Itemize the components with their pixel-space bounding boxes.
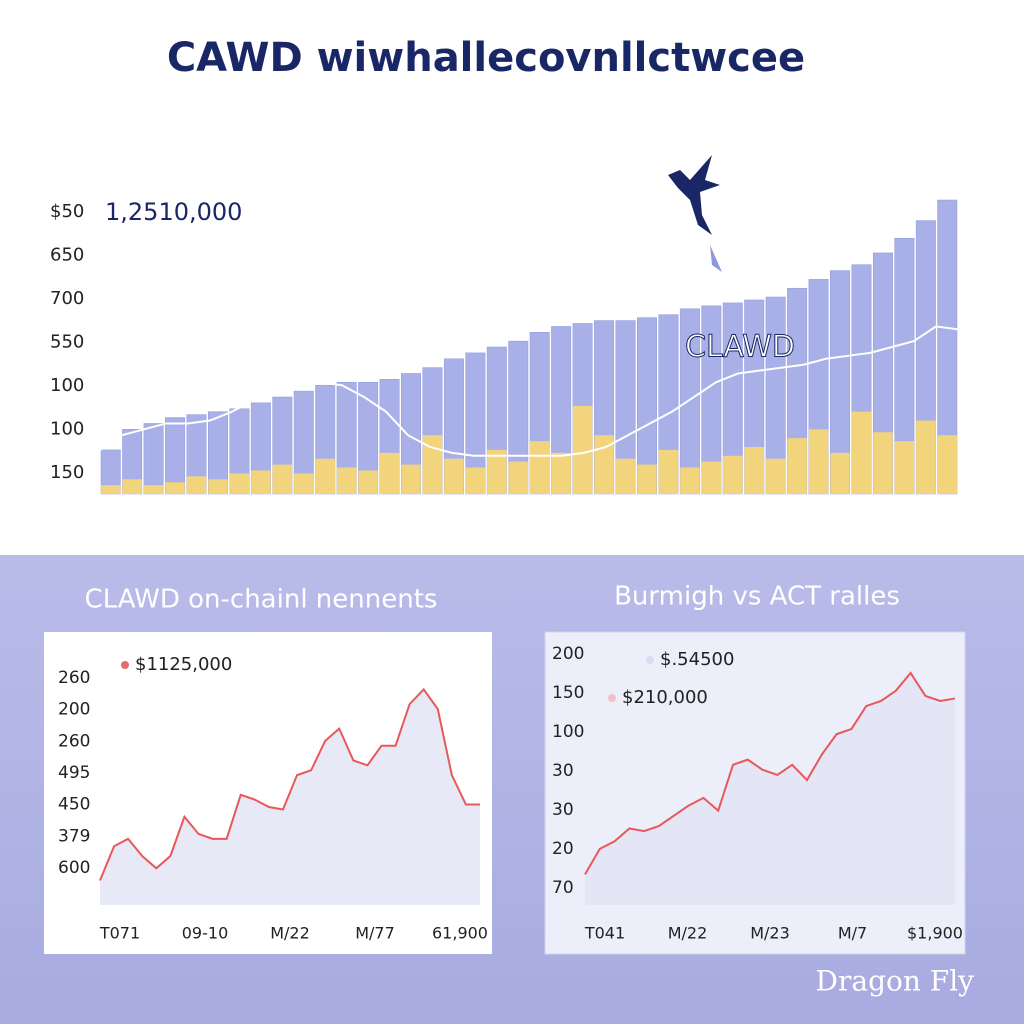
x-tick-label: M/22 [668, 924, 708, 943]
bar [637, 464, 657, 494]
x-tick-label: M/77 [355, 924, 395, 943]
y-tick-label: 700 [50, 288, 84, 309]
x-tick-label: T041 [584, 924, 625, 943]
bar [186, 476, 207, 494]
bar [229, 473, 250, 494]
bar [465, 467, 486, 494]
legend-marker [121, 661, 129, 669]
bar [594, 435, 614, 494]
y-tick-label: 200 [552, 644, 584, 664]
x-tick-label: M/7 [838, 924, 867, 943]
y-tick-label: $50 [50, 201, 84, 222]
legend-label: $.54500 [660, 649, 734, 670]
bar [680, 467, 700, 494]
y-tick-label: 100 [50, 375, 84, 396]
bar [379, 452, 400, 494]
y-tick-label: 260 [58, 731, 90, 751]
line [99, 687, 480, 881]
x-tick-label: 61,900 [432, 924, 488, 943]
bar [701, 461, 722, 494]
y-tick-label: 600 [58, 858, 90, 878]
legend-marker [646, 656, 654, 664]
bar [830, 452, 850, 494]
bar [658, 449, 679, 494]
main-title: CAWD wiwhallecovnllctwcee [167, 35, 805, 81]
y-tick-label: 200 [58, 700, 90, 720]
x-tick-label: 09-10 [182, 924, 229, 943]
bar [251, 470, 271, 494]
line [584, 671, 956, 875]
x-tick-label: $1,900 [907, 924, 963, 943]
bar [401, 464, 421, 494]
bar [765, 458, 786, 494]
y-tick-label: 150 [552, 683, 584, 703]
bar [808, 429, 829, 494]
line [99, 325, 959, 457]
bar [444, 458, 464, 494]
bar [487, 449, 507, 494]
area [100, 689, 480, 905]
y-tick-label: 450 [58, 795, 90, 815]
legend-label: $1125,000 [135, 654, 232, 675]
y-tick-label: 30 [552, 761, 574, 781]
bar [744, 446, 764, 494]
bar [294, 473, 314, 494]
bird-icon [668, 155, 722, 272]
bar [916, 420, 936, 494]
panel-title: CLAWD on-chainl nennents [85, 585, 438, 615]
y-tick-label: 20 [552, 839, 574, 859]
bar [894, 441, 915, 494]
footer-brand: Dragon Fly [816, 965, 975, 998]
bar [723, 455, 743, 494]
y-tick-label: 260 [58, 668, 90, 688]
panel-title: Burmigh vs ACT ralles [614, 582, 900, 612]
bar [336, 467, 357, 494]
bar [530, 441, 550, 494]
y-tick-label: 495 [58, 763, 90, 783]
x-tick-label: M/22 [270, 924, 310, 943]
bar [208, 479, 228, 494]
bar [572, 405, 593, 494]
bar [272, 464, 293, 494]
bar [122, 479, 142, 494]
bar [551, 452, 571, 494]
bar [143, 485, 164, 494]
bar [143, 423, 164, 495]
area [585, 672, 955, 905]
y-tick-label: 100 [50, 419, 84, 440]
y-tick-label: 150 [50, 462, 84, 483]
y-tick-label: 650 [50, 245, 84, 266]
bar [358, 470, 378, 494]
bar [508, 461, 528, 494]
bar [937, 435, 957, 494]
y-tick-label: 100 [552, 722, 584, 742]
legend-label: $210,000 [622, 687, 708, 708]
bar [787, 438, 807, 494]
bar [873, 432, 893, 494]
x-tick-label: M/23 [750, 924, 790, 943]
annotation: CLAWD [685, 330, 795, 365]
y-tick-label: 70 [552, 878, 574, 898]
bar [851, 411, 872, 494]
y-tick-label: 379 [58, 826, 90, 846]
y-tick-label: 550 [50, 332, 84, 353]
x-tick-label: T071 [99, 924, 140, 943]
bar [315, 458, 335, 494]
y-tick-label: 30 [552, 800, 574, 820]
bar [615, 458, 636, 494]
bar [165, 482, 185, 494]
bar [101, 485, 121, 494]
annotation: 1,2510,000 [105, 198, 242, 226]
legend-marker [608, 694, 616, 702]
